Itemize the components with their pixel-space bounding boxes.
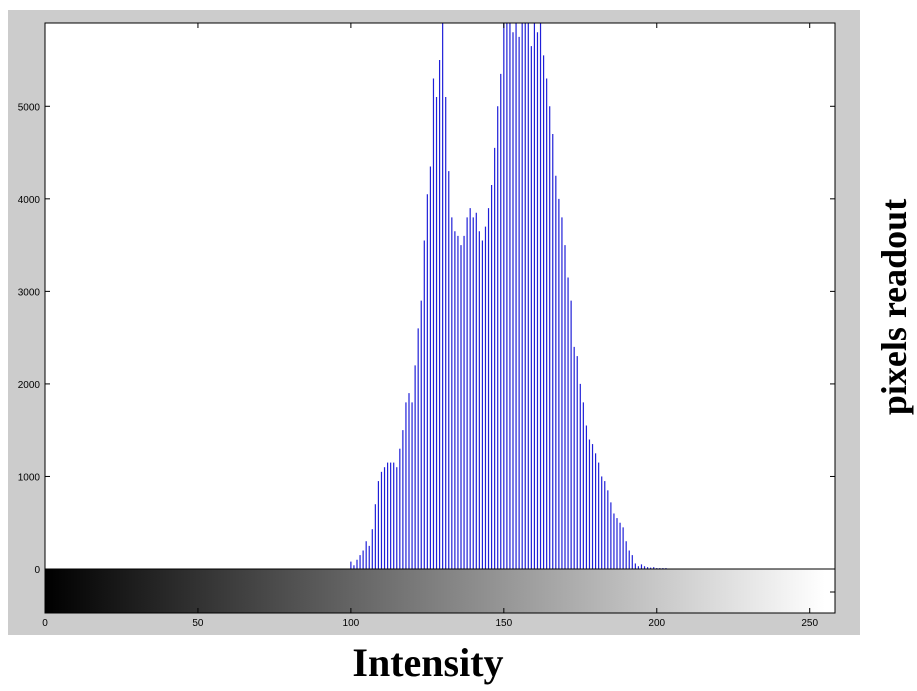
- axis-ticks: [44, 23, 835, 613]
- y-axis-label: pixels readout: [874, 199, 914, 415]
- y-tick-label: 2000: [18, 380, 41, 391]
- x-tick-label: 150: [495, 618, 512, 629]
- x-tick-label: 0: [42, 618, 48, 629]
- x-axis-label: Intensity: [352, 640, 503, 685]
- intensity-colorbar: [45, 569, 825, 613]
- y-tick-label: 1000: [18, 472, 41, 483]
- tick-labels: 0 50 100 150 200 250 0 1000 2000 3000 4000 5000: [18, 102, 819, 629]
- x-tick-label: 50: [192, 618, 204, 629]
- y-tick-label: 5000: [18, 102, 41, 113]
- y-tick-label: 4000: [18, 195, 41, 206]
- plot-border: [44, 22, 836, 614]
- x-tick-label: 200: [648, 618, 665, 629]
- x-tick-label: 250: [801, 618, 818, 629]
- y-tick-label: 0: [34, 565, 40, 576]
- x-tick-label: 100: [343, 618, 360, 629]
- y-tick-label: 3000: [18, 287, 41, 298]
- histogram-bars: [350, 23, 667, 569]
